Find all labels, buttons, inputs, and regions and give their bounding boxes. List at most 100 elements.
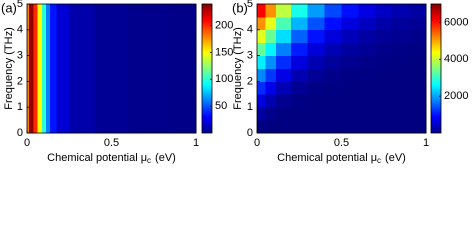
heatmap-cell [257, 55, 266, 69]
heatmap-cell [265, 68, 277, 82]
colorbar-tick-label: 150 [215, 46, 233, 58]
heatmap-cell [358, 4, 376, 18]
x-tick-label: 0.5 [334, 137, 349, 149]
x-axis-label: Chemical potential μc (eV) [277, 152, 406, 165]
x-tick-label: 1 [423, 137, 429, 149]
y-axis-label: Frequency (THz) [232, 27, 244, 110]
heatmap-cell [276, 68, 292, 82]
heatmap-cell [324, 107, 342, 121]
heatmap-cell [409, 120, 427, 134]
heatmap-cell [324, 81, 342, 95]
heatmap-cell [358, 81, 376, 95]
heatmap-cell [69, 4, 95, 134]
y-tick-label: 3 [247, 50, 253, 62]
heatmap-cell [290, 68, 309, 82]
heatmap-cell [265, 94, 277, 108]
heatmap-cell [375, 94, 393, 108]
y-tick-label: 4 [17, 24, 23, 36]
heatmap-cell [257, 120, 266, 134]
heatmap-cell [290, 94, 309, 108]
colorbar-tick-label: 4000 [444, 53, 468, 65]
colorbar [202, 4, 212, 133]
heatmap-cell [33, 4, 38, 134]
heatmap-cell [409, 16, 427, 31]
heatmap-cell [375, 120, 393, 134]
x-tick-label: 1 [193, 137, 199, 149]
heatmap-cell [276, 16, 292, 31]
heatmap-cell [392, 4, 410, 18]
heatmap-cell [409, 42, 427, 56]
heatmap-cell [290, 81, 309, 95]
colorbar-frame [201, 3, 213, 134]
y-tick-label: 1 [247, 101, 253, 113]
heatmap-cell [290, 42, 309, 56]
heatmap-cell [375, 81, 393, 95]
y-tick-label: 3 [17, 50, 23, 62]
colorbar-tick-label: 100 [215, 73, 233, 85]
y-tick-label: 2 [17, 75, 23, 87]
heatmap-cell [276, 55, 292, 69]
x-tick-label: 0 [254, 137, 260, 149]
heatmap-cell [358, 68, 376, 82]
panel-label: (a) [1, 0, 17, 15]
heatmap-cell [324, 120, 342, 134]
heatmap-cell [50, 4, 57, 134]
heatmap-cell [324, 55, 342, 69]
heatmap-cell [257, 42, 266, 56]
y-axis-label: Frequency (THz) [3, 27, 15, 110]
x-axis-label-unit: (eV) [155, 152, 176, 164]
heatmap-cell [409, 4, 427, 18]
heatmap-cell [276, 81, 292, 95]
heatmap-cell [307, 29, 325, 44]
heatmap-cell [276, 4, 292, 18]
heatmap-cell [375, 4, 393, 18]
colorbar-tick-label: 200 [215, 19, 233, 31]
heatmap-cell [290, 16, 309, 31]
heatmap-cell [290, 55, 309, 69]
heatmap-cell [265, 107, 277, 121]
heatmap-cell [375, 42, 393, 56]
heatmap-cell [375, 107, 393, 121]
heatmap-cell [392, 120, 410, 134]
heatmap-cell [257, 29, 266, 44]
heatmap-cell [324, 16, 342, 31]
x-tick-label: 0 [24, 137, 30, 149]
y-tick-label: 5 [17, 0, 23, 10]
heatmap-cell [29, 4, 34, 134]
x-axis-label-subscript: c [377, 156, 381, 165]
heatmap-cell [324, 68, 342, 82]
heatmap-cell [265, 4, 277, 18]
heatmap-cell [265, 42, 277, 56]
y-tick-label: 4 [247, 24, 253, 36]
heatmap-cell [341, 81, 359, 95]
heatmap-cell [358, 107, 376, 121]
colorbar-tick-label: 2000 [444, 90, 468, 102]
y-tick-label: 5 [247, 0, 253, 10]
colorbar-tick-label: 6000 [444, 16, 468, 28]
heatmap-cell [128, 4, 172, 134]
heatmap-cell [307, 68, 325, 82]
heatmap-cell [409, 68, 427, 82]
heatmap-cell [358, 29, 376, 44]
heatmap-cell [265, 81, 277, 95]
heatmap-cell [290, 4, 309, 18]
heatmap-cell [392, 55, 410, 69]
heatmap-cell [392, 29, 410, 44]
heatmap-cell [324, 29, 342, 44]
heatmap-cell [409, 81, 427, 95]
colorbar-tick-label: 50 [215, 100, 227, 112]
heatmap-cell [265, 16, 277, 31]
heatmap-cell [307, 55, 325, 69]
heatmap-cell [307, 94, 325, 108]
heatmap-cell [392, 16, 410, 31]
heatmap-cell [257, 81, 266, 95]
heatmap-cell [94, 4, 129, 134]
heatmap-cell [307, 81, 325, 95]
heatmap-cell [341, 55, 359, 69]
heatmap-cell [409, 107, 427, 121]
y-tick-label: 2 [247, 75, 253, 87]
x-axis-label-main: Chemical potential μ [277, 152, 377, 164]
heatmap-cell [392, 107, 410, 121]
heatmap-cell [341, 107, 359, 121]
heatmap-cell [358, 16, 376, 31]
